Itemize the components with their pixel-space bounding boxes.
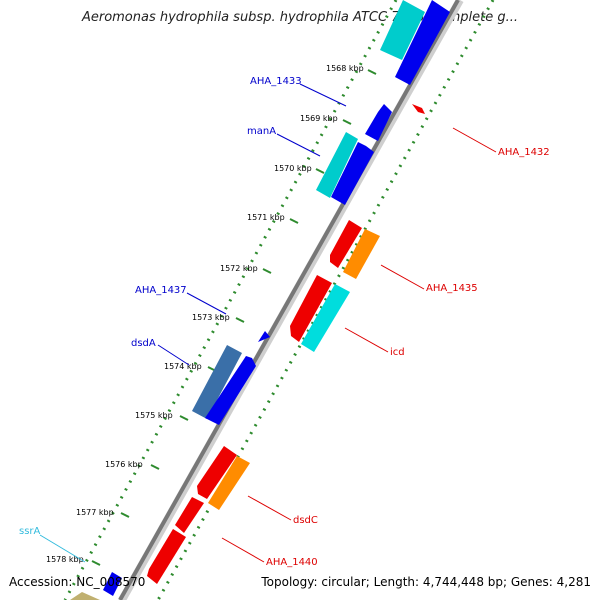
tick-mark [315, 168, 325, 174]
tick-mark [91, 560, 101, 566]
tick-mark [342, 119, 352, 125]
tick-marks [91, 69, 377, 566]
gene-feature[interactable] [147, 529, 186, 584]
gene-feature[interactable] [70, 592, 100, 600]
kbp-label: 1573 kbp [192, 313, 230, 322]
gene-label-aha-1440[interactable]: AHA_1440 [266, 557, 318, 568]
gene-feature[interactable] [365, 104, 392, 141]
tick-mark [120, 512, 130, 518]
gene-feature[interactable] [290, 275, 332, 342]
kbp-label: 1577 kbp [76, 508, 114, 517]
kbp-label: 1569 kbp [300, 114, 338, 123]
gene-feature[interactable] [103, 572, 122, 596]
forward-features [70, 0, 450, 600]
gene-feature[interactable] [258, 331, 270, 342]
kbp-label: 1572 kbp [220, 264, 258, 273]
gene-labels: AHA_1433 manA AHA_1437 dsdA ssrA AHA_143… [19, 76, 550, 568]
gene-feature[interactable] [330, 220, 362, 268]
gene-feature[interactable] [412, 104, 425, 114]
kbp-label: 1575 kbp [135, 411, 173, 420]
kbp-label: 1570 kbp [274, 164, 312, 173]
gene-feature[interactable] [343, 229, 380, 279]
gene-label-aha-1432[interactable]: AHA_1432 [498, 147, 550, 158]
reverse-features [147, 104, 425, 584]
gene-feature[interactable] [197, 446, 237, 499]
gene-feature[interactable] [175, 497, 204, 533]
gene-feature[interactable] [380, 0, 425, 60]
gene-feature[interactable] [301, 284, 350, 352]
kbp-label: 1576 kbp [105, 460, 143, 469]
gene-label-icd[interactable]: icd [390, 347, 405, 358]
gene-feature[interactable] [331, 142, 374, 205]
gene-feature[interactable] [208, 456, 250, 510]
tick-mark [150, 464, 160, 470]
kbp-label: 1578 kbp [46, 555, 84, 564]
gene-feature[interactable] [316, 132, 358, 198]
gene-feature[interactable] [205, 356, 256, 425]
gene-label-aha-1433[interactable]: AHA_1433 [250, 76, 302, 87]
gene-label-mana[interactable]: manA [247, 126, 276, 137]
gene-label-dsda[interactable]: dsdA [131, 338, 156, 349]
accession-text: Accession: NC_008570 [9, 575, 146, 589]
tick-mark [367, 69, 377, 75]
gene-label-aha-1435[interactable]: AHA_1435 [426, 283, 478, 294]
inner-dotted-track [156, 0, 495, 600]
kbp-labels: 1568 kbp 1569 kbp 1570 kbp 1571 kbp 1572… [46, 64, 364, 564]
outer-dotted-track [63, 0, 398, 600]
tick-mark [262, 268, 272, 274]
kbp-label: 1574 kbp [164, 362, 202, 371]
kbp-label: 1571 kbp [247, 213, 285, 222]
gene-feature[interactable] [192, 345, 242, 419]
label-leaders [39, 83, 497, 563]
tick-mark [289, 218, 299, 224]
topology-summary: Topology: circular; Length: 4,744,448 bp… [261, 575, 591, 589]
tick-mark [235, 317, 245, 323]
tick-mark [179, 415, 189, 421]
kbp-label: 1568 kbp [326, 64, 364, 73]
backbone [118, 0, 464, 600]
gene-label-aha-1437[interactable]: AHA_1437 [135, 285, 187, 296]
gene-label-ssra[interactable]: ssrA [19, 526, 41, 537]
gene-label-dsdc[interactable]: dsdC [293, 515, 318, 526]
gene-feature[interactable] [395, 0, 450, 85]
